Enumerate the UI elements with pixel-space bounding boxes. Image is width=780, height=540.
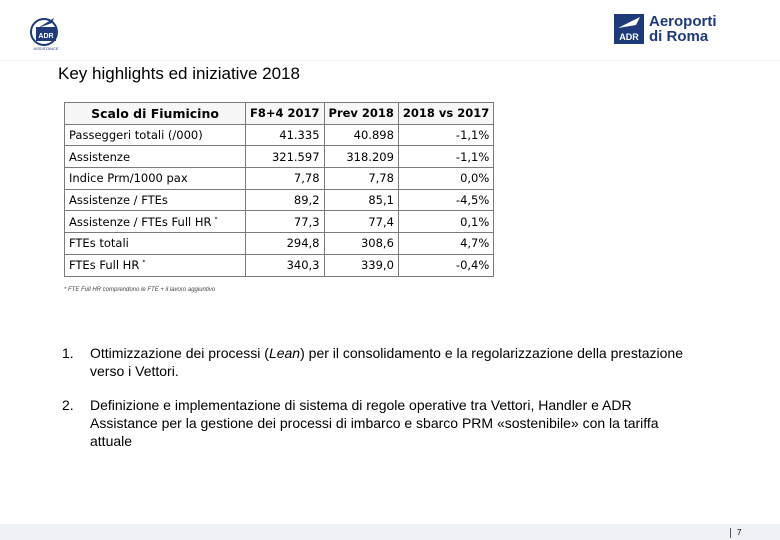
row-label-text: FTEs totali	[69, 236, 129, 251]
row-note: *	[214, 215, 218, 223]
adr-assistance-logo: ADR ASSISTANCE	[30, 14, 74, 52]
row-label: Passeggeri totali (/000)	[64, 123, 246, 147]
adr-mark-text: ADR	[619, 32, 639, 42]
header-2018-vs-2017: 2018 vs 2017	[397, 102, 495, 125]
adr-assistance-logo-mark: ADR ASSISTANCE	[30, 18, 59, 51]
row-label: FTEs Full HR *	[64, 253, 246, 277]
cell-prev-2018: 339,0	[323, 253, 399, 277]
cell-prev-2018: 7,78	[323, 167, 399, 190]
cell-f8-4-2017: 340,3	[245, 253, 325, 277]
list-item-number: 2.	[62, 397, 74, 413]
cell-2018-vs-2017: 4,7%	[397, 232, 495, 255]
cell-f8-4-2017: 41.335	[245, 123, 325, 147]
header-scalo: Scalo di Fiumicino	[64, 102, 246, 125]
table-row: Assistenze / FTEs Full HR * 77,3 77,4 0,1…	[64, 210, 495, 234]
aeroporti-di-roma-wordmark: Aeroporti di Roma	[649, 14, 717, 44]
table-row: Indice Prm/1000 pax 7,78 7,78 0,0%	[64, 167, 495, 190]
list-item-text-before: Ottimizzazione dei processi (	[90, 345, 269, 361]
list-item-emphasis: Lean	[268, 345, 301, 361]
adr-plane-mark-icon: ADR	[614, 14, 644, 44]
row-label: FTEs totali	[64, 232, 246, 255]
row-label: Assistenze / FTEs Full HR *	[64, 210, 246, 234]
cell-prev-2018: 40.898	[323, 123, 399, 147]
row-label-text: Assistenze / FTEs	[69, 193, 168, 208]
row-label-text: Assistenze / FTEs Full HR	[69, 214, 212, 229]
cell-2018-vs-2017: 0,0%	[397, 167, 495, 190]
list-item: 2. Definizione e implementazione di sist…	[60, 396, 700, 450]
initiatives-list: 1. Ottimizzazione dei processi (Lean) pe…	[60, 344, 700, 466]
cell-prev-2018: 308,6	[323, 232, 399, 255]
row-label-text: Indice Prm/1000 pax	[69, 171, 188, 186]
cell-2018-vs-2017: -0,4%	[397, 253, 495, 277]
adr-logo-subtext: ASSISTANCE	[33, 46, 58, 51]
table-row: FTEs Full HR * 340,3 339,0 -0,4%	[64, 253, 495, 277]
row-label: Indice Prm/1000 pax	[64, 167, 246, 190]
page-title: Key highlights ed iniziative 2018	[58, 64, 300, 83]
cell-2018-vs-2017: -1,1%	[397, 123, 495, 147]
footer-band	[0, 524, 780, 540]
row-label-text: Assistenze	[69, 149, 131, 164]
cell-2018-vs-2017: -4,5%	[397, 188, 495, 212]
list-item: 1. Ottimizzazione dei processi (Lean) pe…	[60, 344, 700, 380]
table-footnote: * FTE Full HR comprendono le FTE + il la…	[64, 287, 216, 293]
header-f8-4-2017: F8+4 2017	[245, 102, 325, 125]
cell-prev-2018: 318.209	[323, 145, 399, 169]
cell-f8-4-2017: 321.597	[245, 145, 325, 169]
table-header-row: Scalo di Fiumicino F8+4 2017 Prev 2018 2…	[64, 102, 495, 125]
cell-2018-vs-2017: -1,1%	[397, 145, 495, 169]
table-row: Passeggeri totali (/000) 41.335 40.898 -…	[64, 123, 495, 147]
row-note: *	[142, 259, 146, 267]
cell-f8-4-2017: 7,78	[245, 167, 325, 190]
cell-prev-2018: 77,4	[323, 210, 399, 234]
aeroporti-di-roma-logo: ADR Aeroporti di Roma	[614, 13, 717, 45]
row-label: Assistenze	[64, 145, 246, 169]
table-row: FTEs totali 294,8 308,6 4,7%	[64, 232, 495, 255]
cell-f8-4-2017: 89,2	[245, 188, 325, 212]
page-number: 7	[730, 528, 741, 538]
row-label-text: Passeggeri totali (/000)	[69, 128, 203, 143]
list-item-text-after: ) per il consolidamento e la regolarizza…	[90, 345, 683, 379]
cell-prev-2018: 85,1	[323, 188, 399, 212]
header-divider	[0, 60, 780, 61]
cell-2018-vs-2017: 0,1%	[397, 210, 495, 234]
header-prev-2018: Prev 2018	[323, 102, 399, 125]
cell-f8-4-2017: 77,3	[245, 210, 325, 234]
row-label: Assistenze / FTEs	[64, 188, 246, 212]
list-item-number: 1.	[62, 345, 74, 361]
cell-f8-4-2017: 294,8	[245, 232, 325, 255]
row-label-text: FTEs Full HR	[69, 258, 140, 273]
adr-logo-text: ADR	[38, 33, 53, 40]
wordmark-line1: Aeroporti	[649, 13, 717, 30]
table-row: Assistenze 321.597 318.209 -1,1%	[64, 145, 495, 169]
fiumicino-kpi-table: Scalo di Fiumicino F8+4 2017 Prev 2018 2…	[64, 102, 495, 277]
table-row: Assistenze / FTEs 89,2 85,1 -4,5%	[64, 188, 495, 212]
list-item-text-before: Definizione e implementazione di sistema…	[90, 397, 659, 449]
wordmark-line2: di Roma	[649, 28, 709, 45]
